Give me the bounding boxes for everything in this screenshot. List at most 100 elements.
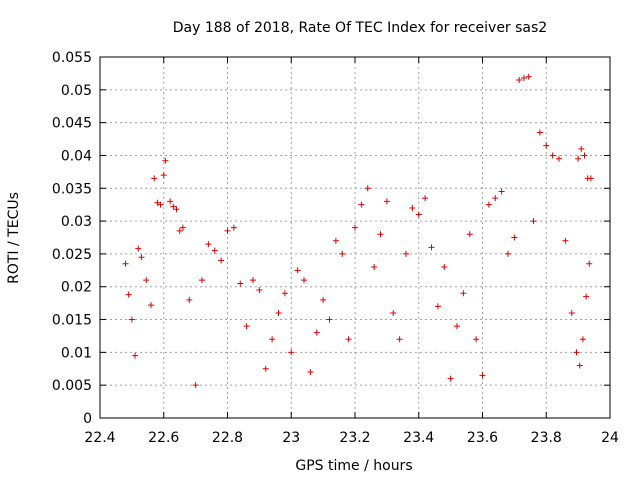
data-point <box>256 287 263 294</box>
x-tick-label: 23.6 <box>467 430 498 446</box>
data-point <box>157 201 164 208</box>
data-point <box>205 241 212 248</box>
data-point <box>307 369 314 376</box>
data-point <box>138 254 145 261</box>
data-point <box>313 329 320 336</box>
data-point <box>262 365 269 372</box>
data-point <box>218 257 225 264</box>
y-tick-label: 0.015 <box>52 313 92 329</box>
data-point <box>320 296 327 303</box>
data-point <box>275 309 282 316</box>
x-tick-label: 23.2 <box>339 430 370 446</box>
data-point <box>576 362 583 369</box>
data-point <box>250 277 256 284</box>
data-point <box>505 250 511 257</box>
data-point <box>485 201 492 208</box>
data-point <box>447 375 454 382</box>
data-point <box>132 352 139 359</box>
data-point <box>549 152 556 159</box>
data-point <box>332 237 339 244</box>
data-point <box>371 264 378 271</box>
y-tick-label: 0.005 <box>52 378 92 394</box>
data-point <box>128 316 135 323</box>
y-tick-label: 0.055 <box>52 50 92 66</box>
data-point <box>428 244 435 251</box>
y-tick-label: 0.035 <box>52 181 92 197</box>
data-point <box>179 224 186 231</box>
data-point <box>154 199 161 206</box>
data-point <box>543 142 550 149</box>
y-tick-label: 0.02 <box>61 280 92 296</box>
data-point <box>352 224 358 231</box>
data-point <box>536 129 543 136</box>
data-point <box>403 250 409 257</box>
data-point <box>135 245 142 252</box>
y-tick-label: 0.05 <box>61 83 92 99</box>
data-point <box>281 290 288 297</box>
data-point <box>358 201 365 208</box>
data-point <box>326 316 333 323</box>
y-tick-label: 0.03 <box>61 214 92 230</box>
x-tick-label: 23.8 <box>531 430 562 446</box>
data-point <box>192 382 199 389</box>
data-point <box>473 336 480 343</box>
data-point <box>422 195 429 202</box>
data-point <box>415 211 422 218</box>
data-point <box>269 336 276 343</box>
data-point <box>345 336 352 343</box>
data-point <box>525 73 532 80</box>
data-point <box>562 237 569 244</box>
x-tick-label: 22.4 <box>84 430 115 446</box>
y-tick-label: 0.025 <box>52 247 92 263</box>
chart-title: Day 188 of 2018, Rate Of TEC Index for r… <box>173 20 547 36</box>
data-point <box>390 309 397 316</box>
x-tick-label: 22.8 <box>212 430 243 446</box>
data-point <box>301 277 307 284</box>
data-point <box>492 195 499 202</box>
data-point <box>581 152 588 159</box>
axis-ticks <box>99 56 611 419</box>
data-point <box>578 145 585 152</box>
data-point <box>151 175 158 182</box>
y-tick-label: 0 <box>83 411 92 427</box>
y-tick-label: 0.01 <box>61 345 92 361</box>
data-point <box>237 280 244 287</box>
data-point <box>143 277 150 284</box>
y-axis-label: ROTI / TECUs <box>6 192 22 284</box>
y-axis-tick-labels: 0 0.005 0.01 0.015 0.02 0.025 0.03 0.035 0.04 0.0… <box>52 50 92 427</box>
data-point <box>556 155 562 162</box>
data-point <box>125 291 132 298</box>
y-tick-label: 0.04 <box>61 148 92 164</box>
data-point <box>383 198 390 205</box>
data-point <box>498 188 505 195</box>
data-point <box>516 76 523 83</box>
data-point <box>294 267 301 274</box>
data-point <box>122 260 129 267</box>
data-point <box>460 290 467 297</box>
data-point <box>568 309 575 316</box>
data-points <box>122 73 594 389</box>
data-point <box>148 302 154 309</box>
data-point <box>176 227 183 234</box>
data-point <box>579 336 586 343</box>
x-tick-label: 23 <box>282 430 300 446</box>
data-point <box>173 206 180 213</box>
data-point <box>520 75 527 82</box>
data-point <box>434 303 441 310</box>
data-point <box>441 264 448 271</box>
data-point <box>511 234 518 241</box>
data-point <box>377 231 384 238</box>
x-tick-label: 22.6 <box>148 430 179 446</box>
data-point <box>530 218 537 225</box>
data-point <box>230 224 237 231</box>
y-tick-label: 0.045 <box>52 116 92 132</box>
data-point <box>162 157 169 164</box>
data-point <box>288 349 295 356</box>
data-point <box>167 198 174 205</box>
x-axis-label: GPS time / hours <box>295 458 412 474</box>
data-point <box>409 204 416 211</box>
data-point <box>170 203 177 210</box>
x-tick-label: 24 <box>601 430 619 446</box>
